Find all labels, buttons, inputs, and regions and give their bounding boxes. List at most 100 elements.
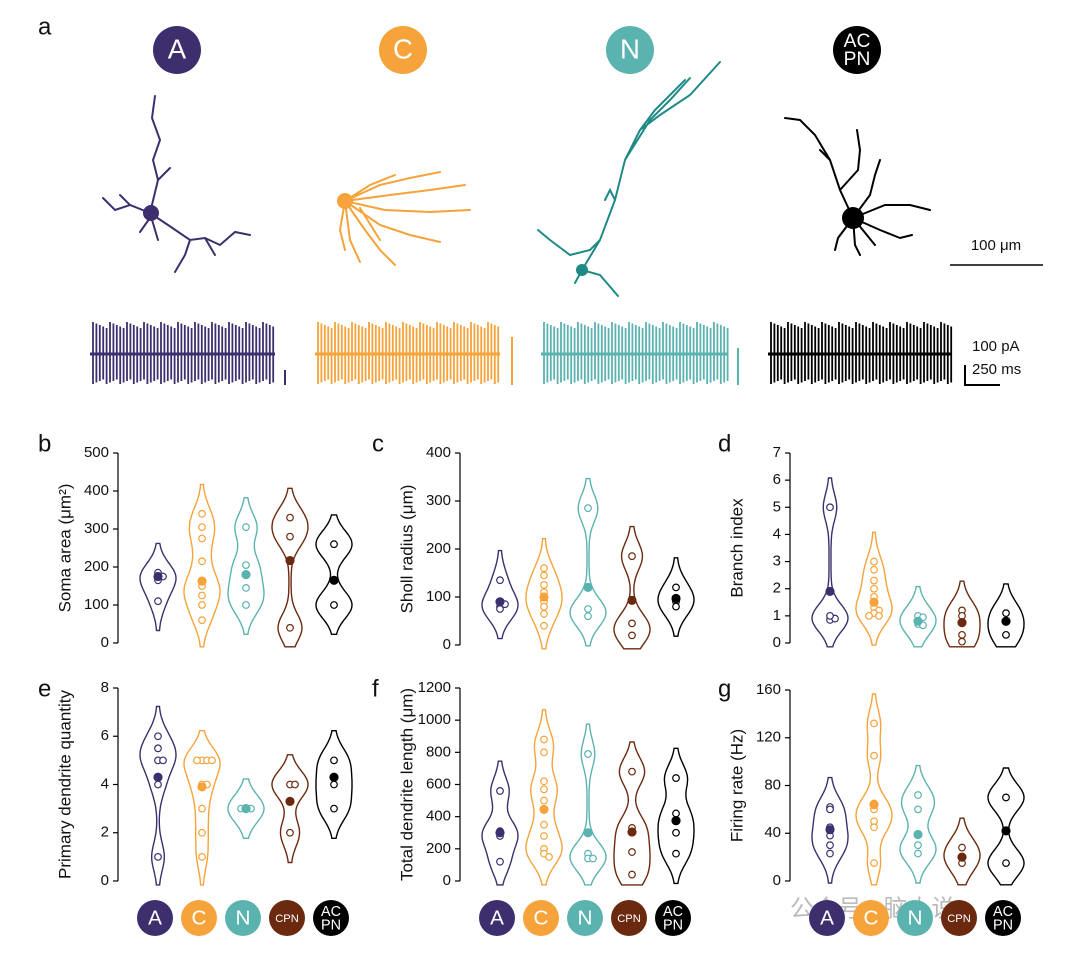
- y-tick-label: 0: [101, 634, 109, 651]
- panel-letter: e: [38, 675, 51, 702]
- data-point: [198, 616, 206, 625]
- mean-point: [627, 595, 637, 605]
- data-point: [540, 820, 548, 829]
- data-point: [672, 828, 680, 837]
- data-point: [540, 777, 548, 786]
- data-point: [242, 561, 250, 569]
- badge: [567, 900, 603, 936]
- violin: [899, 585, 937, 648]
- violin: [481, 549, 519, 640]
- mean-point: [913, 616, 923, 626]
- panel-letter: a: [38, 13, 52, 40]
- badge-label: AC: [663, 904, 683, 920]
- badge-label: A: [820, 906, 834, 929]
- y-tick-label: 120: [756, 729, 781, 746]
- data-point: [584, 605, 592, 613]
- data-point: [914, 805, 922, 814]
- data-point: [208, 756, 216, 765]
- y-axis-label: Branch index: [727, 498, 746, 598]
- data-point: [672, 809, 680, 818]
- violin: [943, 580, 981, 648]
- data-point: [198, 852, 206, 861]
- y-tick-label: 0: [443, 872, 451, 889]
- badge-label: N: [236, 906, 251, 929]
- data-point: [870, 584, 878, 593]
- mean-point: [869, 597, 879, 607]
- data-point: [870, 859, 878, 867]
- mean-point: [869, 800, 879, 810]
- y-tick-label: 400: [426, 808, 451, 825]
- badge: [379, 26, 427, 74]
- data-point: [628, 552, 636, 561]
- data-point: [154, 732, 162, 741]
- mean-point: [197, 576, 207, 586]
- y-tick-label: 80: [764, 776, 781, 793]
- data-point: [826, 849, 834, 858]
- badge-label: CPN: [947, 913, 971, 925]
- violin: [987, 583, 1025, 648]
- badge-label: PN: [663, 918, 683, 934]
- violin: [943, 817, 981, 886]
- data-point: [198, 828, 206, 837]
- mean-point: [671, 816, 681, 826]
- mean-point: [825, 586, 835, 597]
- badge: [523, 900, 559, 936]
- badge: [611, 900, 647, 936]
- data-point: [826, 805, 834, 814]
- mean-point: [495, 828, 505, 838]
- mean-point: [197, 782, 207, 792]
- data-point: [628, 631, 636, 640]
- data-point: [330, 601, 338, 609]
- y-tick-label: 4: [101, 775, 109, 792]
- badge: [137, 900, 173, 936]
- data-point: [958, 843, 966, 852]
- badge-label: C: [534, 906, 549, 929]
- data-point: [330, 780, 338, 789]
- violin: [613, 525, 651, 650]
- violin: [227, 497, 265, 635]
- violin: [183, 730, 221, 886]
- data-point: [628, 767, 636, 776]
- y-tick-label: 0: [443, 636, 451, 653]
- y-tick-label: 600: [426, 775, 451, 792]
- data-point: [826, 611, 834, 620]
- data-point: [914, 849, 922, 858]
- mean-point: [241, 570, 251, 580]
- data-point: [242, 601, 250, 609]
- data-point: [198, 534, 206, 543]
- data-point: [870, 719, 878, 728]
- badge-label: CPN: [617, 913, 641, 925]
- mean-point: [153, 772, 163, 782]
- data-point: [286, 513, 294, 522]
- data-point: [958, 637, 966, 646]
- y-axis-label: Primary dendrite quantity: [55, 690, 74, 879]
- y-tick-label: 5: [773, 498, 781, 515]
- mean-point: [285, 796, 295, 806]
- data-point: [589, 854, 597, 863]
- violin: [855, 531, 893, 646]
- scale-label: 250 ms: [972, 361, 1021, 378]
- y-axis-label: Firing rate (Hz): [727, 729, 746, 842]
- badge-label: AC: [993, 904, 1013, 920]
- panel-letter: f: [372, 675, 379, 702]
- badge: [479, 900, 515, 936]
- y-tick-label: 100: [84, 596, 109, 613]
- y-tick-label: 0: [773, 634, 781, 651]
- data-point: [672, 774, 680, 782]
- violin: [183, 483, 221, 648]
- scale-label: 100 pA: [972, 338, 1020, 355]
- badge: [655, 900, 691, 936]
- badge: [269, 900, 305, 936]
- data-point: [159, 756, 167, 765]
- data-point: [672, 583, 680, 592]
- neuron-a: [102, 61, 931, 297]
- violin: [569, 477, 607, 647]
- badge: [313, 900, 349, 936]
- traces: [90, 322, 953, 385]
- mean-point: [153, 571, 163, 582]
- data-point: [540, 571, 548, 580]
- data-point: [540, 832, 548, 840]
- badge-label: AC: [321, 904, 341, 920]
- mean-point: [539, 804, 549, 815]
- data-point: [584, 504, 592, 513]
